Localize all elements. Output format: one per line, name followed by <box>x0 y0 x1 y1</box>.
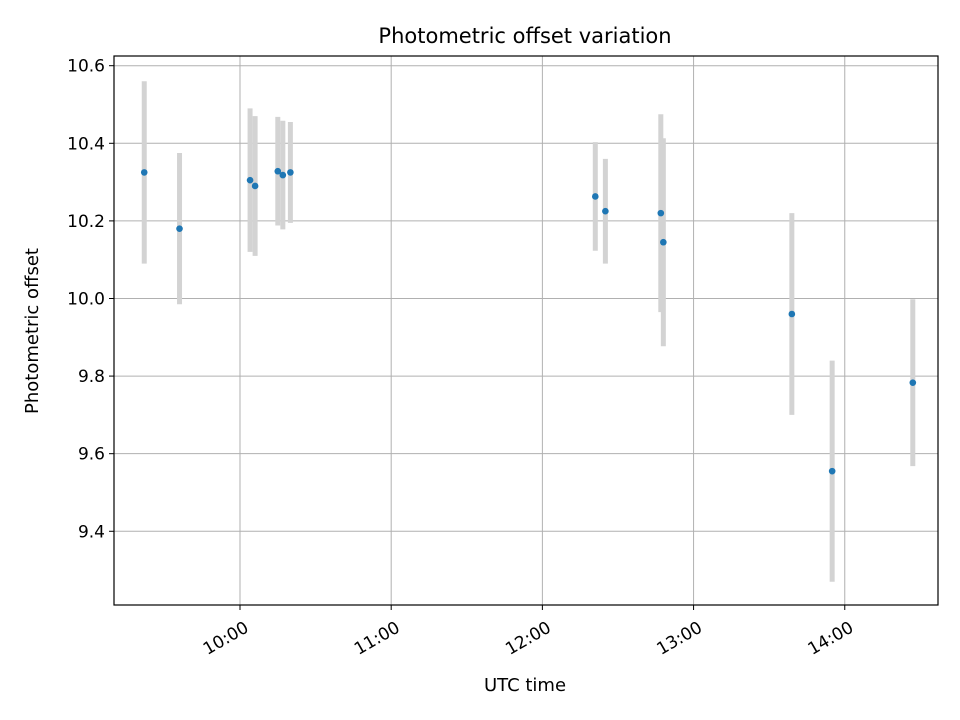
data-point <box>246 176 254 184</box>
plot-frame <box>113 55 939 606</box>
data-point <box>176 225 183 232</box>
y-tick-label: 9.6 <box>78 445 105 465</box>
x-tick-label: 12:00 <box>502 618 554 660</box>
data-point <box>828 467 836 475</box>
x-tick-label: 11:00 <box>351 618 403 660</box>
data-point <box>279 171 287 179</box>
plot-area <box>114 56 938 605</box>
data-point <box>660 238 667 246</box>
data-point <box>602 207 609 215</box>
data-point <box>140 169 148 176</box>
data-point <box>591 193 599 200</box>
data-point <box>287 169 294 176</box>
y-tick-label: 9.8 <box>78 367 105 387</box>
y-tick-label: 10.6 <box>67 57 105 77</box>
data-point <box>657 209 665 217</box>
data-point <box>909 379 917 386</box>
data-point <box>274 167 282 175</box>
y-tick-label: 10.0 <box>67 289 105 309</box>
data-point <box>251 182 259 190</box>
y-tick-label: 10.2 <box>67 212 105 232</box>
x-tick-label: 10:00 <box>200 618 252 660</box>
y-axis-label: Photometric offset <box>22 248 43 414</box>
x-axis-label: UTC time <box>484 675 566 696</box>
data-marks <box>140 81 917 582</box>
data-point <box>788 310 796 318</box>
x-tick-label: 14:00 <box>805 618 857 660</box>
y-tick-label: 10.4 <box>67 134 105 154</box>
x-tick-label: 13:00 <box>653 618 705 660</box>
chart-title: Photometric offset variation <box>378 24 671 48</box>
y-tick-label: 9.4 <box>78 522 105 542</box>
